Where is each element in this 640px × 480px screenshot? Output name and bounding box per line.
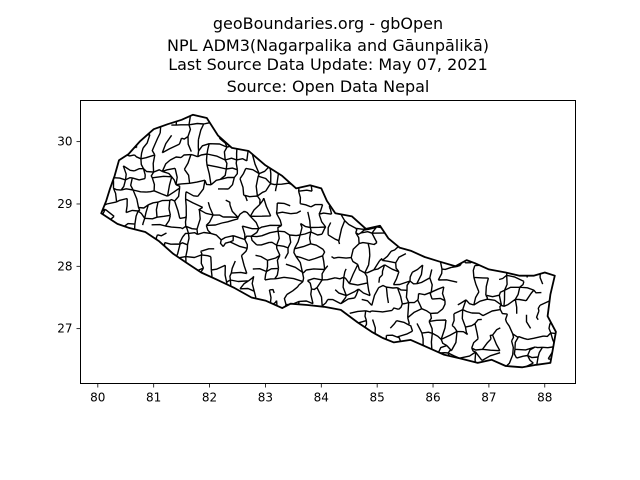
- x-axis: 80 81 82 83 84 85 86 87 88: [90, 383, 552, 405]
- title-block: geoBoundaries.org - gbOpen NPL ADM3(Naga…: [167, 14, 489, 96]
- y-tick-label: 28: [57, 259, 72, 273]
- x-tick-label: 87: [481, 391, 496, 405]
- x-tick-label: 85: [370, 391, 385, 405]
- x-tick-label: 84: [314, 391, 329, 405]
- title-line-3: Last Source Data Update: May 07, 2021: [168, 55, 488, 74]
- y-tick-label: 29: [57, 197, 72, 211]
- y-axis: 27 28 29 30: [57, 135, 81, 336]
- x-tick-label: 83: [258, 391, 273, 405]
- country-outline: [100, 113, 557, 369]
- axes-frame: [80, 100, 576, 384]
- title-line-1: geoBoundaries.org - gbOpen: [213, 14, 443, 33]
- title-line-4: Source: Open Data Nepal: [227, 77, 430, 96]
- x-tick-label: 81: [146, 391, 161, 405]
- x-tick-label: 88: [537, 391, 552, 405]
- x-tick-label: 82: [202, 391, 217, 405]
- y-tick-label: 27: [57, 322, 72, 336]
- x-tick-label: 80: [90, 391, 105, 405]
- title-line-2: NPL ADM3(Nagarpalika and Gāunpālikā): [167, 36, 489, 55]
- y-tick-label: 30: [57, 135, 72, 149]
- x-tick-label: 86: [425, 391, 440, 405]
